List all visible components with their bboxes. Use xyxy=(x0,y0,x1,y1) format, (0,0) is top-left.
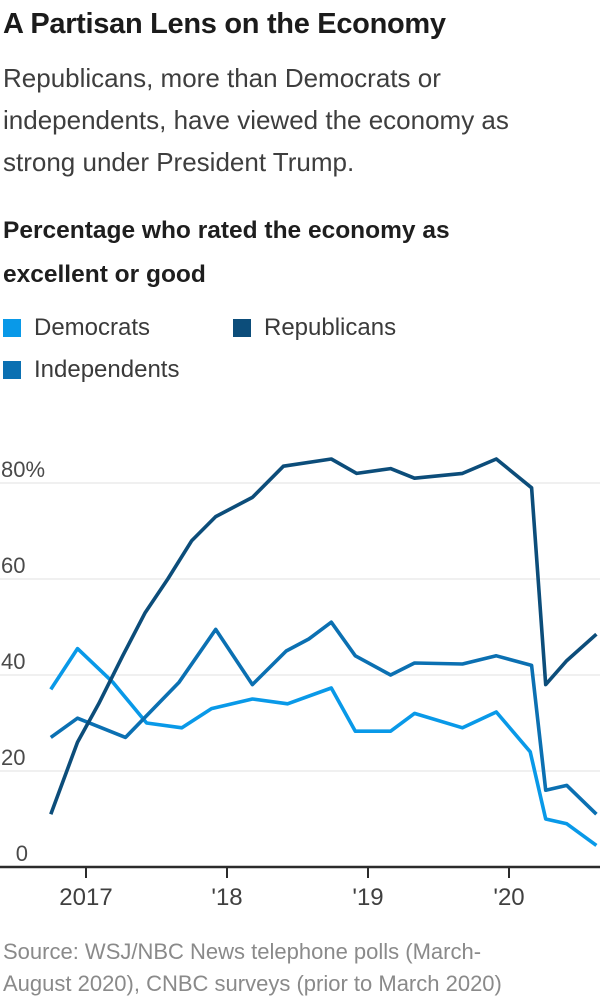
line-republicans xyxy=(49,457,598,815)
legend: Democrats Republicans Independents xyxy=(3,314,396,384)
y-axis-label: 20 xyxy=(1,745,25,770)
chart-subtitle: Percentage who rated the economy as exce… xyxy=(3,217,450,288)
legend-label-republicans: Republicans xyxy=(264,314,397,341)
democrats-swatch-icon xyxy=(3,319,21,337)
republicans-swatch-icon xyxy=(233,319,251,337)
y-axis-label: 80% xyxy=(1,457,45,482)
line-democrats xyxy=(49,646,598,847)
y-axis-label: 0 xyxy=(16,841,28,866)
legend-item-democrats: Democrats xyxy=(3,314,233,342)
legend-label-independents: Independents xyxy=(34,356,180,383)
source-note: Source: WSJ/NBC News telephone polls (Ma… xyxy=(3,939,502,996)
chart-description: Republicans, more than Democrats or inde… xyxy=(3,63,509,177)
line-independents xyxy=(49,620,598,816)
x-axis-label: '18 xyxy=(211,884,242,910)
legend-item-independents: Independents xyxy=(3,356,233,384)
y-axis-label: 40 xyxy=(1,649,25,674)
legend-item-republicans: Republicans xyxy=(233,314,396,342)
x-axis-label: 2017 xyxy=(59,884,112,910)
x-axis-label: '20 xyxy=(493,884,524,910)
independents-swatch-icon xyxy=(3,361,21,379)
page-title: A Partisan Lens on the Economy xyxy=(3,8,446,40)
x-axis-label: '19 xyxy=(352,884,383,910)
line-chart: 0 20 40 60 80% 2017 '18 '19 '20 xyxy=(0,457,600,910)
y-axis-label: 60 xyxy=(1,553,25,578)
legend-label-democrats: Democrats xyxy=(34,314,151,341)
